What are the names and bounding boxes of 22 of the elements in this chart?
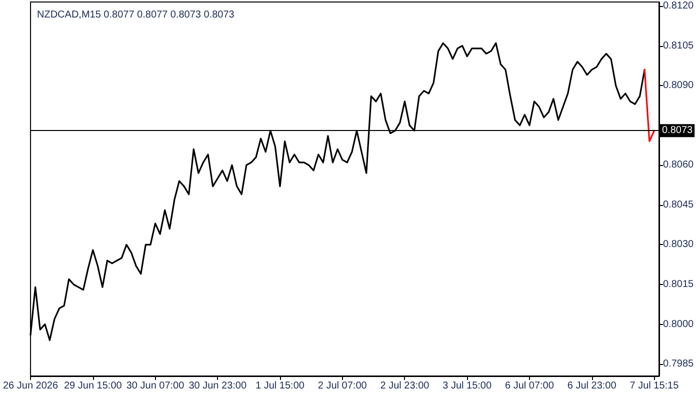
x-tick-label: 30 Jun 07:00: [126, 380, 185, 392]
y-tick-label: 0.8090: [663, 80, 694, 92]
x-tick-label: 26 Jun 2026: [2, 380, 58, 392]
y-tick-label: 0.8015: [663, 278, 694, 290]
x-tick-label: 2 Jul 07:00: [318, 380, 368, 392]
x-tick-label: 3 Jul 15:00: [442, 380, 492, 392]
text: NZDCAD,M15 0.8077 0.8077 0.8073 0.8073: [37, 10, 235, 20]
y-tick-label: 0.7985: [663, 358, 694, 370]
y-tick-label: 0.8000: [663, 318, 694, 330]
y-tick-label: 0.8120: [663, 0, 694, 12]
y-tick-label: 0.8105: [663, 40, 694, 52]
y-tick-label: 0.8045: [663, 199, 694, 210]
x-tick-label: 1 Jul 15:00: [256, 380, 305, 392]
y-tick-label: 0.8030: [663, 239, 694, 250]
ref-line-label: 0.8073: [662, 125, 694, 136]
x-tick-label: 30 Jun 23:00: [188, 380, 247, 392]
x-tick-label: 6 Jul 07:00: [505, 380, 554, 392]
y-tick-label: 0.8060: [663, 160, 694, 171]
x-tick-label: 2 Jul 23:00: [380, 380, 430, 392]
x-tick-label: 7 Jul 15:15: [630, 380, 680, 392]
x-tick-label: 6 Jul 23:00: [567, 380, 617, 392]
x-tick-label: 29 Jun 15:00: [64, 380, 122, 392]
